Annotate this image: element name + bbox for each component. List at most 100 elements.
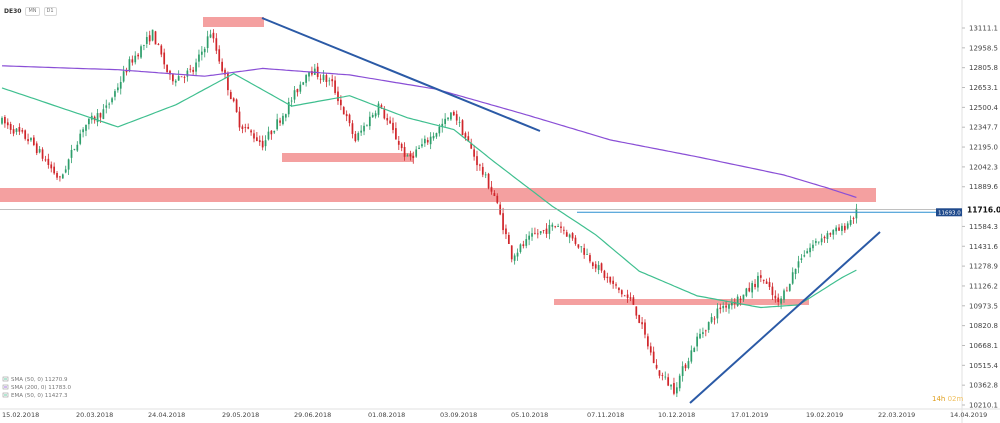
candle <box>32 135 35 147</box>
candle-body <box>649 346 652 353</box>
candle <box>114 89 116 101</box>
candle-body <box>368 116 371 127</box>
candle <box>809 243 811 258</box>
candle <box>496 193 499 205</box>
candle-body <box>151 29 154 41</box>
candle-body <box>580 246 583 248</box>
candle <box>203 46 206 58</box>
candle-body <box>406 155 409 157</box>
candle-body <box>221 61 223 72</box>
legend-entry: SMA (200, 0) 11783.0 <box>11 385 72 391</box>
candle <box>516 248 519 261</box>
candle-body <box>96 113 99 123</box>
candle-body <box>400 143 403 149</box>
candle-body <box>6 122 9 126</box>
candle-body <box>73 148 76 150</box>
candle <box>849 215 852 227</box>
candle-body <box>212 32 215 39</box>
candle <box>545 223 548 238</box>
candle <box>476 150 478 171</box>
candle-body <box>780 298 782 304</box>
candle <box>444 113 447 128</box>
candle-body <box>209 34 212 38</box>
interval-chip[interactable]: D1 <box>43 6 57 16</box>
candle <box>832 229 835 240</box>
candle-body <box>232 98 235 102</box>
candle-body <box>615 284 617 286</box>
candle-body <box>192 69 195 72</box>
candle <box>702 327 704 338</box>
candle <box>412 151 415 164</box>
candle <box>748 282 751 293</box>
candle <box>829 232 832 238</box>
candle-body <box>641 322 643 325</box>
price-zone <box>0 188 876 202</box>
candle <box>609 276 612 285</box>
candle <box>423 135 426 147</box>
candle-body <box>76 144 79 151</box>
candle <box>687 357 690 370</box>
candle <box>647 333 649 350</box>
candle-body <box>299 84 302 92</box>
candle-body <box>273 130 276 133</box>
candle-body <box>673 383 675 394</box>
candle-body <box>38 149 41 153</box>
candle <box>600 262 603 273</box>
candle-body <box>15 128 18 132</box>
candle-body <box>270 130 273 135</box>
candle <box>641 317 643 330</box>
candle-body <box>143 45 145 46</box>
candle-body <box>467 136 470 142</box>
candle-body <box>626 294 629 298</box>
candle <box>710 313 713 324</box>
candle-body <box>502 213 504 231</box>
candle-body <box>447 117 449 120</box>
candle-body <box>160 45 163 55</box>
candle-body <box>788 283 791 291</box>
candle-body <box>227 73 229 91</box>
candle-body <box>360 130 363 133</box>
candle-body <box>597 265 600 270</box>
candle-body <box>458 122 461 123</box>
candle <box>484 171 487 179</box>
candle <box>432 132 435 141</box>
candle-body <box>174 80 177 83</box>
candle <box>12 125 15 137</box>
candle-body <box>450 112 452 120</box>
candle-body <box>832 229 835 235</box>
candle <box>6 118 9 129</box>
x-tick-label: 03.09.2018 <box>440 411 477 419</box>
candle-body <box>85 124 87 131</box>
candle-body <box>241 126 244 129</box>
candle-body <box>707 322 710 330</box>
candle-body <box>261 140 264 148</box>
candle <box>589 252 591 264</box>
candle-body <box>829 233 832 235</box>
candle <box>806 248 809 254</box>
candle <box>534 227 536 235</box>
x-tick-label: 10.12.2018 <box>658 411 695 419</box>
candle <box>15 127 18 135</box>
candle <box>452 110 455 116</box>
y-tick-label: 10668.1 <box>969 342 998 350</box>
candle <box>154 30 157 45</box>
candle-body <box>114 91 116 97</box>
x-tick-label: 17.01.2019 <box>731 411 768 419</box>
last-price-label: 11716.0 <box>967 205 1000 214</box>
candle <box>487 172 490 190</box>
candle-body <box>302 82 305 85</box>
candle <box>366 124 368 127</box>
candle <box>447 117 449 121</box>
period-chip[interactable]: MN <box>25 6 40 16</box>
candle-body <box>479 164 481 166</box>
candle <box>815 238 817 246</box>
candle-body <box>455 114 458 121</box>
candle <box>528 231 530 246</box>
candle-body <box>258 140 261 143</box>
candle-body <box>528 235 530 240</box>
candle-body <box>319 78 322 80</box>
candle-body <box>169 70 171 75</box>
candle <box>131 55 134 66</box>
candle <box>603 269 606 281</box>
